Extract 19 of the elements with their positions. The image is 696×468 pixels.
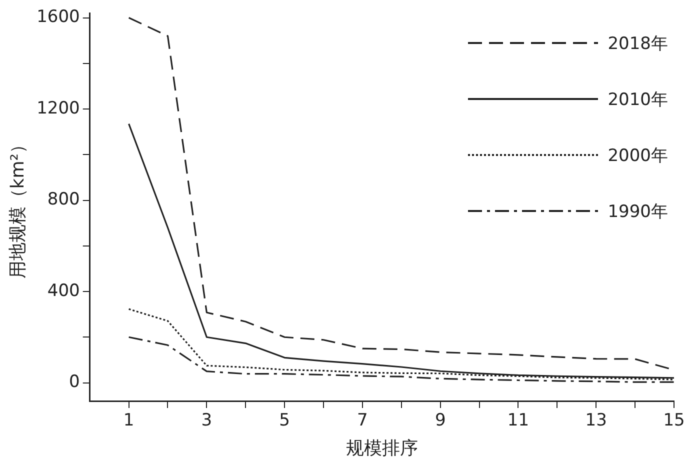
x-tick-label: 5: [279, 410, 290, 431]
y-tick-label: 1200: [36, 98, 80, 118]
x-tick-label: 15: [663, 410, 685, 431]
x-tick-label: 1: [123, 410, 134, 431]
x-axis-title: 规模排序: [346, 438, 418, 459]
x-tick-label: 13: [585, 410, 607, 431]
x-tick-label: 9: [434, 410, 446, 431]
x-tick-label: 3: [201, 410, 212, 431]
y-tick-label: 1600: [36, 7, 80, 28]
x-tick-label: 11: [507, 410, 530, 431]
y-tick-label: 800: [47, 190, 80, 210]
legend-label: 2010年: [608, 88, 668, 111]
x-tick-label: 7: [357, 410, 368, 431]
legend-label: 1990年: [608, 200, 668, 223]
y-tick-label: 400: [47, 280, 80, 301]
y-tick-label: 0: [69, 372, 80, 392]
y-axis-title: 用地规模（km²）: [7, 136, 28, 279]
legend-label: 2000年: [608, 144, 668, 167]
legend-label: 2018年: [608, 32, 668, 55]
